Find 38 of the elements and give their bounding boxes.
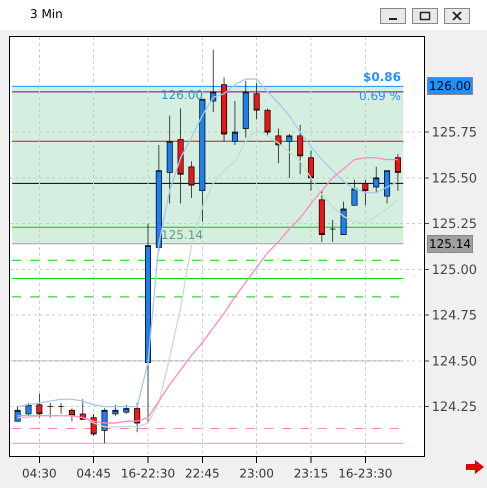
y-tick-label: 124.50 <box>432 354 478 370</box>
chart-title: 3 Min <box>30 7 63 21</box>
x-tick-label: 04:45 <box>76 466 111 480</box>
x-tick-label: 23:15 <box>294 466 328 480</box>
candlestick <box>36 393 42 418</box>
x-tick-label: 16-22:30 <box>120 466 176 480</box>
candlestick <box>318 190 325 242</box>
candlestick <box>330 220 336 242</box>
annotation: $0.86 <box>363 70 401 84</box>
y-tick-label: 125.00 <box>432 262 478 278</box>
y-tick-label: 125.75 <box>432 126 478 141</box>
annotation: 126.00 <box>161 88 203 102</box>
x-tick-label: 16-23:30 <box>338 466 392 480</box>
candlestick <box>47 402 54 418</box>
candlestick <box>25 402 32 416</box>
annotation: 0.69 % <box>359 89 401 103</box>
x-tick-label: 04:30 <box>22 466 57 480</box>
ref-line-label: 126.00 <box>429 79 471 93</box>
candlestick <box>112 404 118 416</box>
x-tick-label: 22:45 <box>185 466 220 480</box>
candlestick <box>123 404 130 414</box>
y-tick-label: 124.25 <box>432 400 478 416</box>
candlestick <box>264 108 271 136</box>
candlestick <box>286 134 292 178</box>
ref-line-label: 125.14 <box>429 237 471 251</box>
y-tick-label: 125.25 <box>432 217 478 232</box>
candlestick <box>242 80 249 138</box>
candlestick <box>297 124 304 175</box>
candlestick <box>254 82 260 120</box>
y-tick-label: 124.75 <box>432 308 478 324</box>
candlestick <box>210 49 216 112</box>
y-tick-label: 125.50 <box>432 171 478 186</box>
candlestick <box>340 201 347 235</box>
candlestick <box>232 100 238 146</box>
x-tick-label: 23:00 <box>239 466 274 480</box>
candlestick <box>221 76 228 142</box>
annotation: 125.14 <box>161 228 203 242</box>
candlestick <box>58 402 64 414</box>
